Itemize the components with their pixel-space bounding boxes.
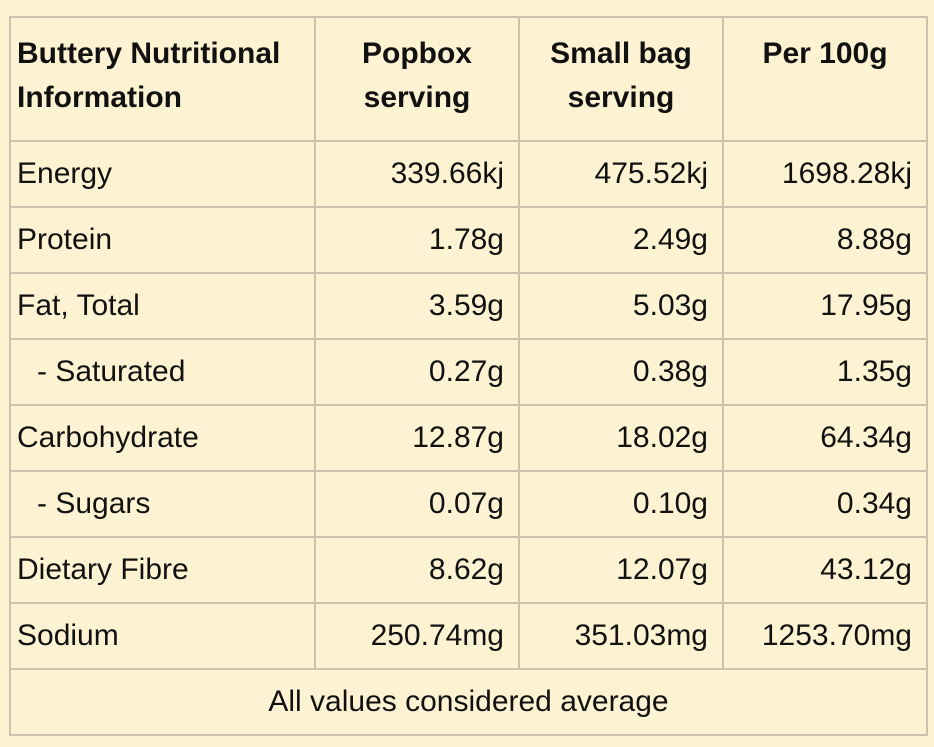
popbox-value: 1.78g — [314, 206, 520, 274]
header-title: Buttery Nutritional Information — [9, 16, 316, 142]
row-label: - Saturated — [9, 338, 316, 406]
footer-note: All values considered average — [9, 668, 928, 736]
small-bag-value: 0.38g — [518, 338, 724, 406]
popbox-value: 0.27g — [314, 338, 520, 406]
per-100g-value: 8.88g — [722, 206, 928, 274]
header-small-bag-line2: serving — [567, 81, 675, 114]
header-small-bag-line1: Small bag — [550, 37, 692, 70]
row-label: - Sugars — [9, 470, 316, 538]
popbox-value: 12.87g — [314, 404, 520, 472]
popbox-value: 3.59g — [314, 272, 520, 340]
popbox-value: 250.74mg — [314, 602, 520, 670]
row-label: Dietary Fibre — [9, 536, 316, 604]
header-popbox-line1: Popbox — [362, 37, 472, 70]
small-bag-value: 2.49g — [518, 206, 724, 274]
row-label: Protein — [9, 206, 316, 274]
small-bag-value: 351.03mg — [518, 602, 724, 670]
per-100g-value: 1.35g — [722, 338, 928, 406]
header-popbox-line2: serving — [363, 81, 471, 114]
small-bag-value: 5.03g — [518, 272, 724, 340]
header-per-100g-line1: Per 100g — [762, 37, 888, 70]
header-title-line2: Information — [17, 81, 182, 114]
table-header-row: Buttery Nutritional Information Popbox s… — [9, 16, 928, 142]
per-100g-value: 43.12g — [722, 536, 928, 604]
popbox-value: 339.66kj — [314, 140, 520, 208]
small-bag-value: 12.07g — [518, 536, 724, 604]
table-row-carbohydrate: Carbohydrate 12.87g 18.02g 64.34g — [9, 404, 928, 472]
per-100g-value: 1253.70mg — [722, 602, 928, 670]
row-label: Sodium — [9, 602, 316, 670]
nutrition-table: Buttery Nutritional Information Popbox s… — [9, 16, 928, 736]
table-row-dietary-fibre: Dietary Fibre 8.62g 12.07g 43.12g — [9, 536, 928, 604]
row-label: Energy — [9, 140, 316, 208]
table-row-saturated: - Saturated 0.27g 0.38g 1.35g — [9, 338, 928, 406]
per-100g-value: 64.34g — [722, 404, 928, 472]
small-bag-value: 18.02g — [518, 404, 724, 472]
table-row-sugars: - Sugars 0.07g 0.10g 0.34g — [9, 470, 928, 538]
table-row-energy: Energy 339.66kj 475.52kj 1698.28kj — [9, 140, 928, 208]
popbox-value: 8.62g — [314, 536, 520, 604]
table-row-fat-total: Fat, Total 3.59g 5.03g 17.95g — [9, 272, 928, 340]
table-footer-row: All values considered average — [9, 668, 928, 736]
popbox-value: 0.07g — [314, 470, 520, 538]
header-title-line1: Buttery Nutritional — [17, 37, 281, 70]
per-100g-value: 1698.28kj — [722, 140, 928, 208]
header-popbox: Popbox serving — [314, 16, 520, 142]
small-bag-value: 475.52kj — [518, 140, 724, 208]
row-label: Fat, Total — [9, 272, 316, 340]
per-100g-value: 0.34g — [722, 470, 928, 538]
header-small-bag: Small bag serving — [518, 16, 724, 142]
small-bag-value: 0.10g — [518, 470, 724, 538]
table-row-sodium: Sodium 250.74mg 351.03mg 1253.70mg — [9, 602, 928, 670]
header-per-100g: Per 100g — [722, 16, 928, 142]
table-row-protein: Protein 1.78g 2.49g 8.88g — [9, 206, 928, 274]
row-label: Carbohydrate — [9, 404, 316, 472]
per-100g-value: 17.95g — [722, 272, 928, 340]
